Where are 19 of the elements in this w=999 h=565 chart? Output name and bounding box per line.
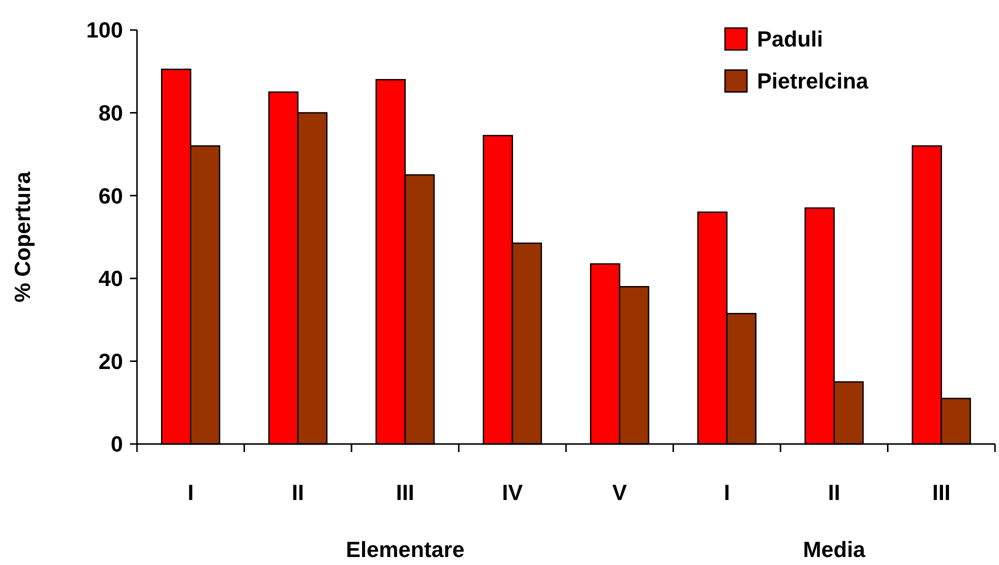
y-tick-label: 40 (98, 266, 123, 292)
x-tick-label: III (396, 480, 414, 505)
y-tick-label: 100 (86, 18, 123, 43)
y-axis-title: % Copertura (10, 170, 35, 302)
y-tick-label: 0 (110, 432, 123, 457)
x-tick-label: II (828, 480, 840, 505)
legend-label: Paduli (757, 26, 824, 52)
y-tick-label: 80 (98, 100, 123, 126)
x-tick-label: II (292, 480, 304, 505)
y-tick-label: 20 (98, 348, 123, 374)
x-tick-label: I (188, 480, 194, 505)
x-tick-label: V (612, 480, 628, 505)
x-tick-label: III (932, 480, 951, 505)
text: Media (802, 537, 866, 562)
text: Elementare (346, 537, 464, 562)
x-tick-label: I (724, 480, 730, 505)
x-tick-label: IV (502, 480, 524, 505)
y-tick-label: 60 (98, 183, 123, 208)
legend-label: Pietrelcina (757, 68, 870, 94)
